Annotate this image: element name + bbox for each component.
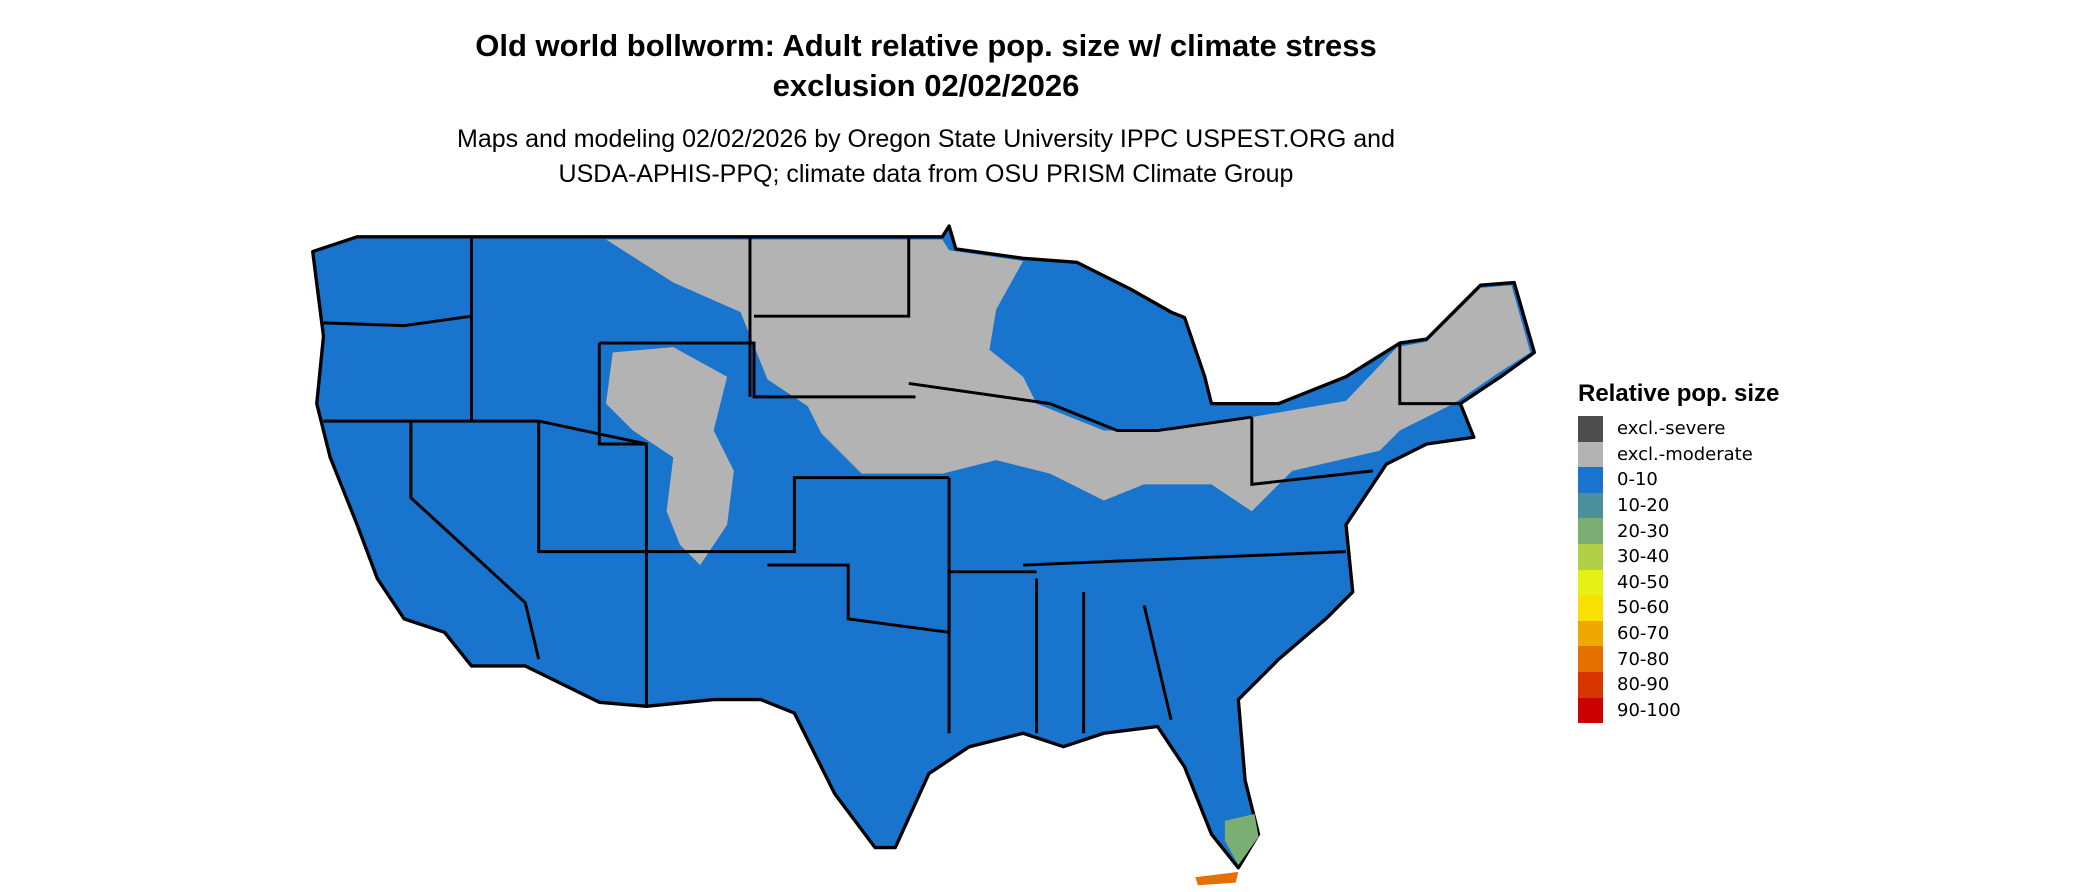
legend-item: excl.-moderate xyxy=(1578,441,1779,468)
legend-swatch xyxy=(1578,646,1603,672)
legend-item: 50-60 xyxy=(1578,595,1779,621)
legend-label: 20-30 xyxy=(1617,520,1670,542)
legend-item: 30-40 xyxy=(1578,543,1779,570)
legend-label: excl.-severe xyxy=(1617,418,1726,440)
legend-label: 0-10 xyxy=(1617,469,1658,491)
legend-swatch xyxy=(1578,416,1603,442)
legend-label: 80-90 xyxy=(1617,674,1670,696)
keys-high xyxy=(1195,871,1239,886)
legend-title: Relative pop. size xyxy=(1578,380,1780,407)
subtitle-line1: Maps and modeling 02/02/2026 by Oregon S… xyxy=(457,125,1395,153)
legend-label: 10-20 xyxy=(1617,495,1670,517)
legend-swatch xyxy=(1578,671,1603,698)
legend-swatch xyxy=(1578,467,1603,493)
legend-item: 60-70 xyxy=(1578,620,1779,647)
legend-swatch xyxy=(1578,569,1603,596)
legend: Relative pop. size excl.-severe excl.-mod… xyxy=(1578,380,1780,724)
legend-label: 40-50 xyxy=(1617,571,1670,593)
legend-label: excl.-moderate xyxy=(1617,443,1753,465)
excluded-moderate-north xyxy=(606,239,1531,512)
state-borders xyxy=(323,236,1461,734)
excluded-moderate-rockies xyxy=(606,347,734,566)
legend-item: 40-50 xyxy=(1578,569,1779,596)
legend-swatch xyxy=(1578,543,1603,570)
legend-label: 30-40 xyxy=(1617,546,1670,568)
legend-label: 90-100 xyxy=(1617,699,1681,721)
legend-label: 70-80 xyxy=(1617,648,1670,670)
legend-swatch xyxy=(1578,697,1603,724)
legend-item: 80-90 xyxy=(1578,671,1779,698)
legend-label: 50-60 xyxy=(1617,597,1670,619)
legend-item: 90-100 xyxy=(1578,697,1779,724)
legend-swatch xyxy=(1578,620,1603,647)
legend-swatch xyxy=(1578,441,1603,468)
legend-swatch xyxy=(1578,492,1603,519)
legend-item: 20-30 xyxy=(1578,518,1779,544)
map-title-line1: Old world bollworm: Adult relative pop. … xyxy=(475,28,1377,63)
legend-item: 70-80 xyxy=(1578,646,1779,672)
map-title-line2: exclusion 02/02/2026 xyxy=(772,68,1080,103)
subtitle-line2: USDA-APHIS-PPQ; climate data from OSU PR… xyxy=(558,160,1294,188)
legend-label: 60-70 xyxy=(1617,623,1670,645)
legend-item: excl.-severe xyxy=(1578,416,1779,442)
florida-tip-higher xyxy=(1224,813,1259,866)
legend-swatch xyxy=(1578,518,1603,544)
legend-item: 10-20 xyxy=(1578,492,1779,519)
legend-swatch xyxy=(1578,595,1603,621)
legend-item: 0-10 xyxy=(1578,467,1779,493)
